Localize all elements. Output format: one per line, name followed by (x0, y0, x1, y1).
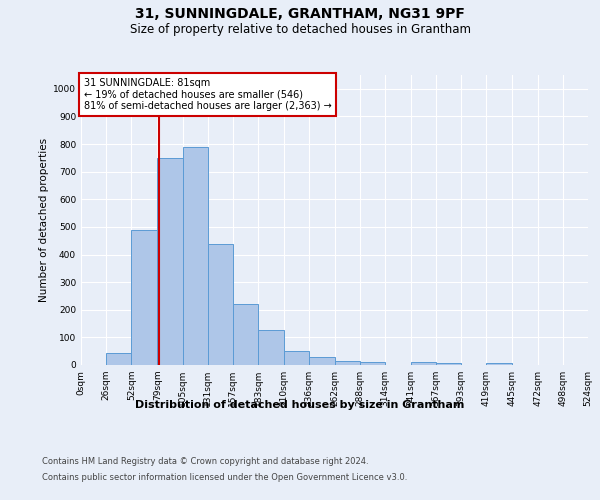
Bar (411, 362, 436, 365)
Text: Contains public sector information licensed under the Open Government Licence v3: Contains public sector information licen… (42, 472, 407, 482)
Y-axis label: Number of detached properties: Number of detached properties (39, 138, 49, 302)
Bar (208, 244, 233, 365)
Bar (106, 354, 131, 365)
Bar (310, 358, 335, 365)
Text: Distribution of detached houses by size in Grantham: Distribution of detached houses by size … (136, 400, 464, 410)
Bar (157, 158, 182, 365)
Bar (487, 363, 512, 365)
Text: Contains HM Land Registry data © Crown copyright and database right 2024.: Contains HM Land Registry data © Crown c… (42, 458, 368, 466)
Text: 31, SUNNINGDALE, GRANTHAM, NG31 9PF: 31, SUNNINGDALE, GRANTHAM, NG31 9PF (135, 8, 465, 22)
Bar (359, 362, 385, 365)
Text: Size of property relative to detached houses in Grantham: Size of property relative to detached ho… (130, 22, 470, 36)
Bar (335, 361, 359, 365)
Bar (258, 330, 284, 365)
Bar (182, 147, 208, 365)
Text: 31 SUNNINGDALE: 81sqm
← 19% of detached houses are smaller (546)
81% of semi-det: 31 SUNNINGDALE: 81sqm ← 19% of detached … (83, 78, 331, 111)
Bar (131, 230, 157, 365)
Bar (233, 304, 258, 365)
Bar (436, 363, 461, 365)
Bar (284, 350, 310, 365)
